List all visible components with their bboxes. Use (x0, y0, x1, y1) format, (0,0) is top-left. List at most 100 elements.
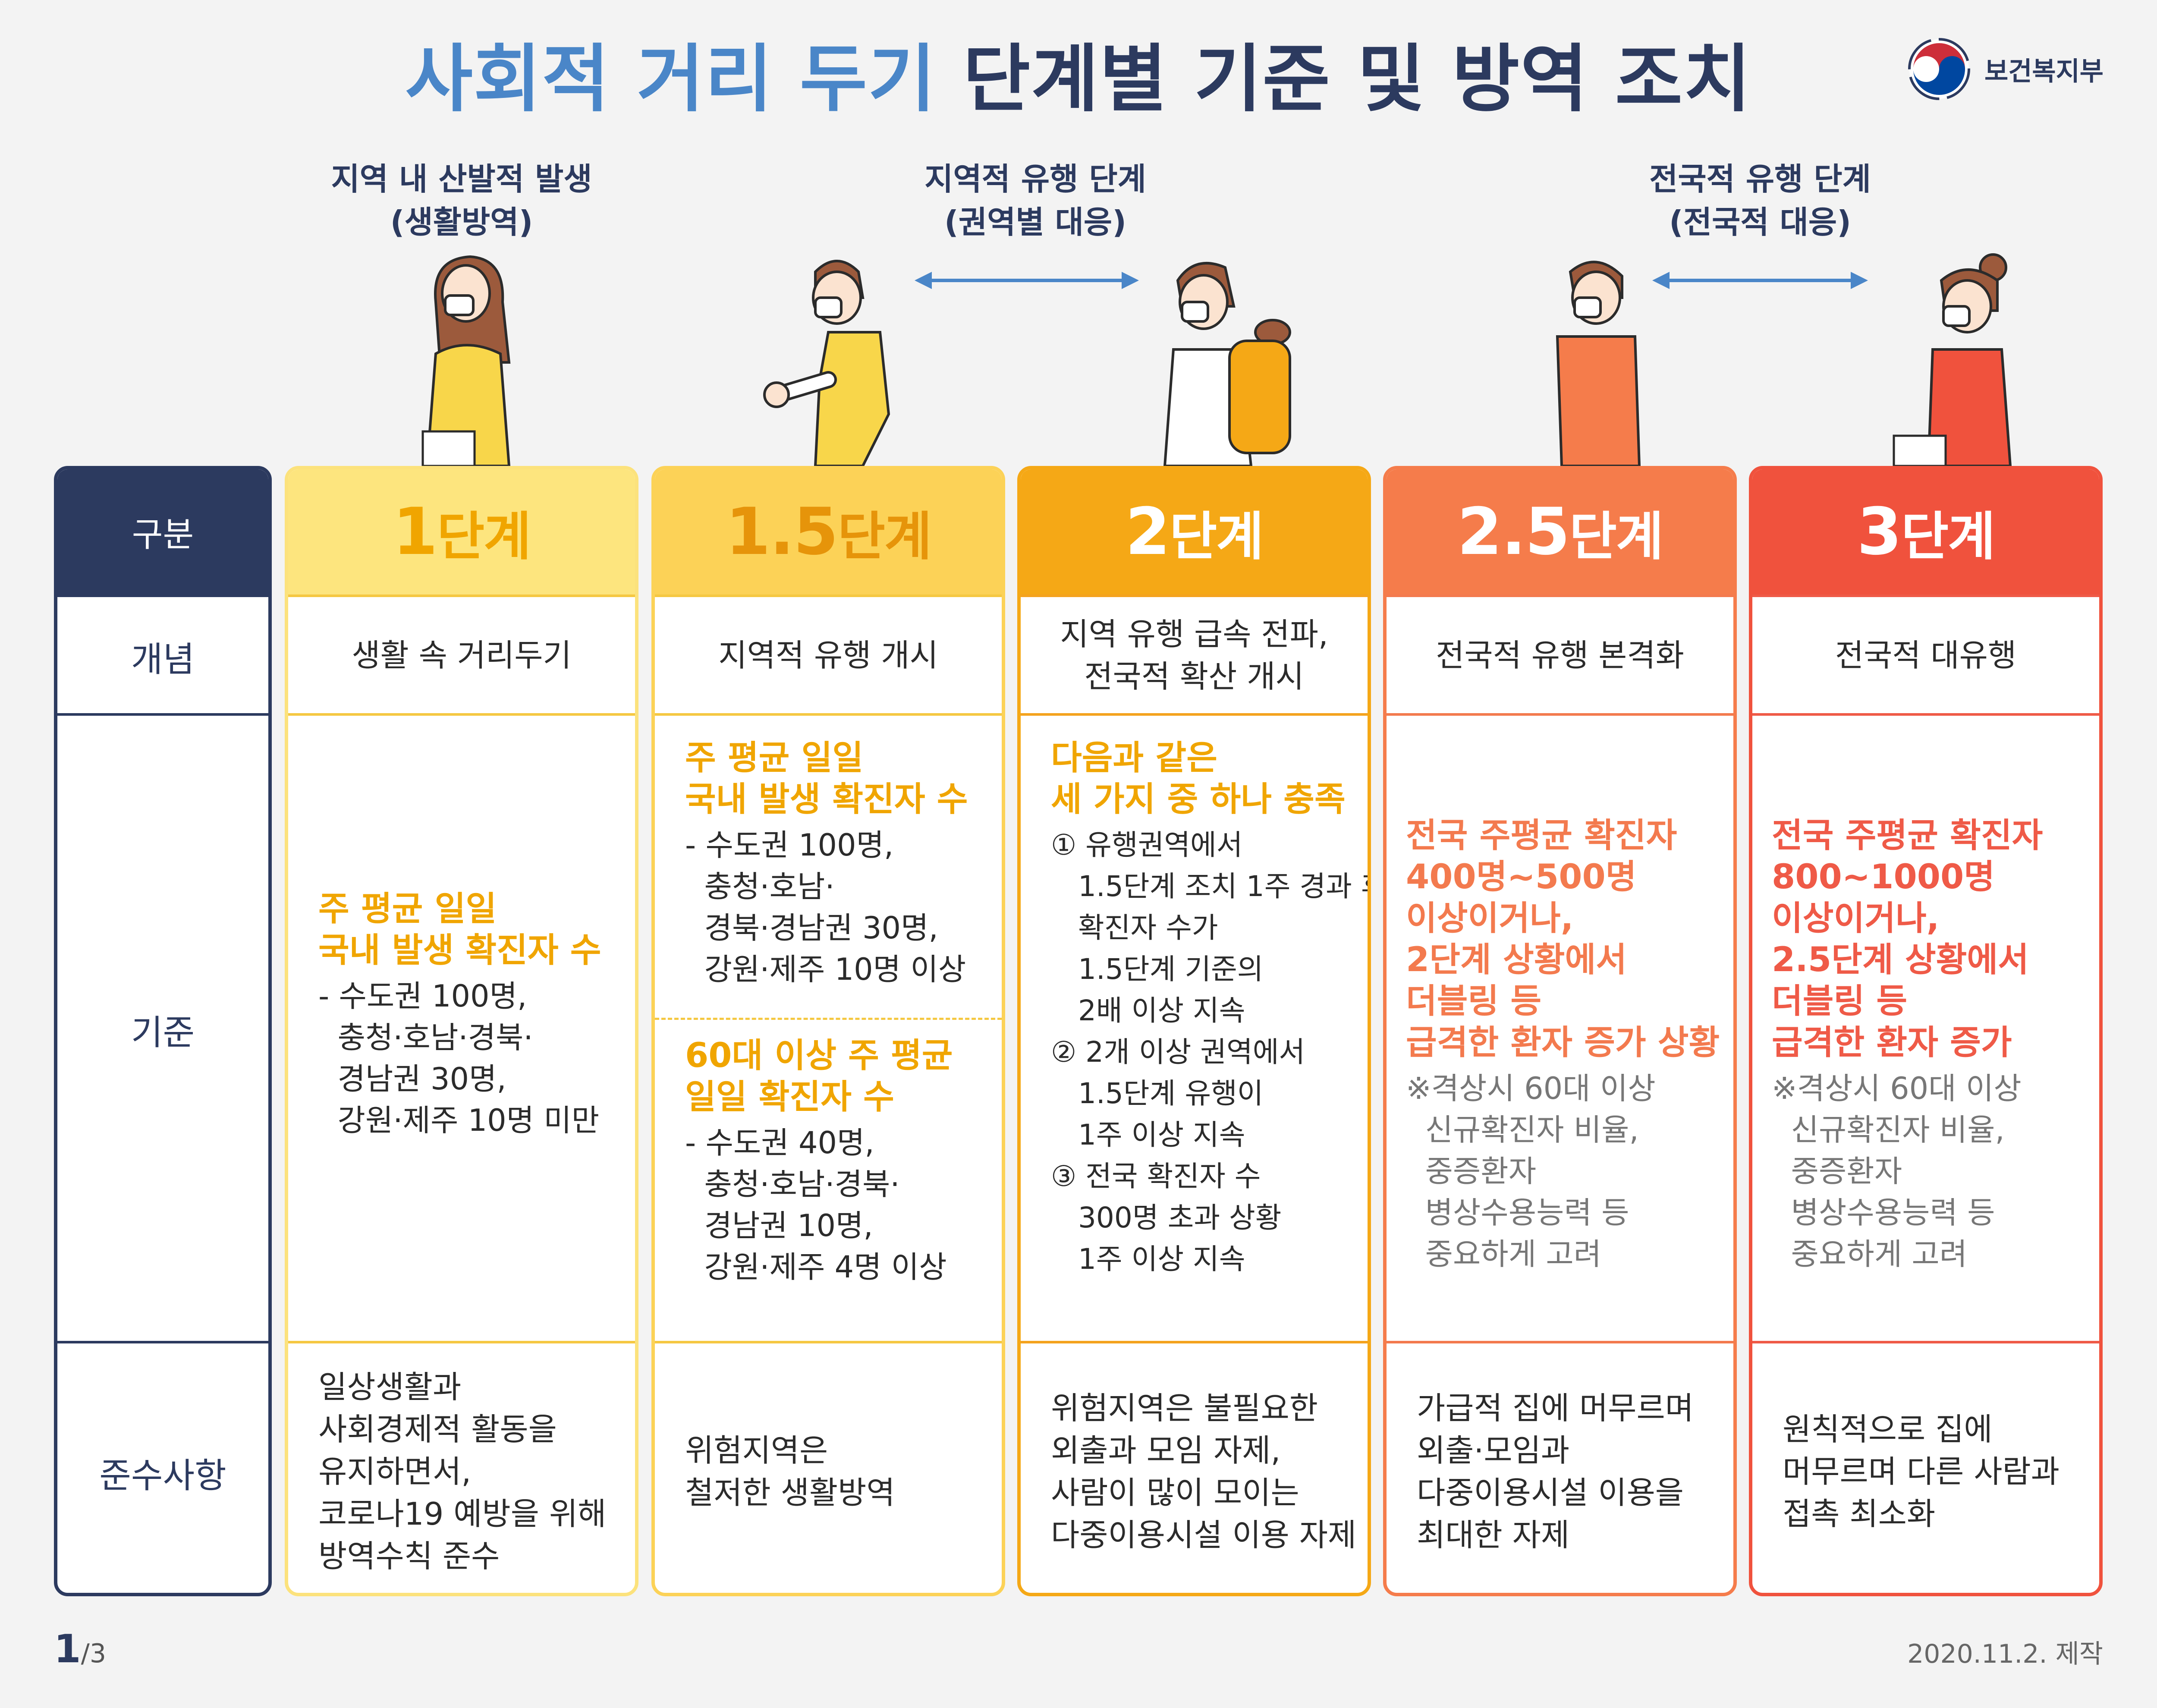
text-line: 위험지역은 불필요한 (1051, 1390, 1318, 1426)
double-arrow-icon (915, 272, 1139, 289)
stage-suffix: 단계 (1569, 507, 1663, 567)
woman-red-top-illustration (1893, 253, 2012, 466)
text-line: ③ 전국 확진자 수 (1051, 1160, 1261, 1193)
text-line: 세 가지 중 하나 충족 (1051, 780, 1346, 819)
text-line: 전국적 대유행 (1835, 637, 2017, 673)
text-line: 400명~500명 (1406, 858, 1637, 896)
text-line: 2배 이상 지속 (1051, 994, 1245, 1027)
text-line: ※격상시 60대 이상 (1772, 1071, 2022, 1106)
stage-criteria: 주 평균 일일 국내 발생 확진자 수- 수도권 100명, 충청·호남·경북· … (288, 713, 635, 1341)
text-line: 사람이 많이 모이는 (1051, 1475, 1299, 1511)
text-line: 1.5단계 기준의 (1051, 953, 1264, 986)
text-line: 병상수용능력 등 (1406, 1195, 1629, 1230)
criteria-block: 주 평균 일일 국내 발생 확진자 수- 수도권 100명, 충청·호남·경북· … (318, 888, 626, 1141)
text-line: 강원·제주 4명 이상 (685, 1249, 947, 1285)
text-line: 원칙적으로 집에 (1783, 1411, 1993, 1447)
phase-label-3: 전국적 유행 단계 (전국적 대응) (1649, 161, 1871, 240)
stage-concept: 생활 속 거리두기 (288, 594, 635, 713)
text-line: 주 평균 일일 (685, 739, 864, 777)
stage-criteria: 전국 주평균 확진자 800~1000명 이상이거나, 2.5단계 상황에서 더블링 등… (1752, 713, 2099, 1341)
stage-rules: 일상생활과 사회경제적 활동을 유지하면서, 코로나19 예방을 위해 방역수칙 준수 (288, 1341, 635, 1593)
text-line: 이상이거나, (1406, 899, 1574, 938)
text-line: 다중이용시설 이용을 (1417, 1475, 1684, 1511)
text-line: 신규확진자 비율, (1406, 1112, 1639, 1148)
stage-number: 1.5 (725, 494, 839, 569)
stage-rules: 위험지역은 철저한 생활방역 (655, 1341, 1002, 1593)
text-line: 신규확진자 비율, (1772, 1112, 2005, 1148)
criteria-block: 전국 주평균 확진자 400명~500명 이상이거나, 2단계 상황에서 더블링 등 급격… (1406, 815, 1725, 1275)
text-line: 다음과 같은 (1051, 739, 1217, 777)
text-line: 강원·제주 10명 미만 (318, 1103, 600, 1138)
text-line: 전국 주평균 확진자 (1406, 816, 1677, 855)
stage-header: 2.5 단계 (1387, 469, 1733, 594)
label-criteria: 기준 (57, 713, 268, 1343)
text-line: 급격한 환자 증가 (1772, 1023, 2012, 1062)
text-line: 지역적 유행 개시 (718, 637, 938, 673)
label-concept: 개념 (57, 594, 268, 716)
stage-concept: 전국적 유행 본격화 (1387, 594, 1733, 713)
text-line: 국내 발생 확진자 수 (318, 931, 601, 970)
text-line: 2단계 상황에서 (1406, 941, 1627, 979)
taegeuk-icon (1908, 38, 1970, 100)
stage-header: 2 단계 (1021, 469, 1368, 594)
stage-suffix: 단계 (1901, 507, 1996, 567)
text-line: 전국적 확산 개시 (1084, 658, 1304, 695)
stage-number: 2 (1125, 494, 1170, 569)
text-line: ② 2개 이상 권역에서 (1051, 1035, 1305, 1069)
page-title: 사회적 거리 두기 단계별 기준 및 방역 조치 (0, 19, 2157, 126)
text-line: 300명 초과 상황 (1051, 1201, 1282, 1234)
ministry-logo: 보건복지부 (1907, 37, 2104, 101)
text-line: 유지하면서, (318, 1453, 472, 1490)
stage-suffix: 단계 (437, 507, 531, 567)
criteria-block: 다음과 같은 세 가지 중 하나 충족 ① 유행권역에서 1.5단계 조치 1주 경… (1051, 737, 1371, 1280)
header-category: 구분 (57, 469, 268, 594)
text-line: - 수도권 100명, (685, 827, 894, 863)
title-part2: 단계별 기준 및 방역 조치 (962, 37, 1752, 122)
stage-criteria: 주 평균 일일 국내 발생 확진자 수 - 수도권 100명, 충청·호남· 경북… (655, 713, 1002, 1341)
phase-label-1: 지역 내 산발적 발생 (생활방역) (331, 161, 592, 240)
criteria-block: 주 평균 일일 국내 발생 확진자 수 - 수도권 100명, 충청·호남· 경북… (685, 737, 993, 990)
text-line: ① 유행권역에서 (1051, 828, 1243, 862)
double-arrow-icon (1652, 272, 1868, 289)
stage-criteria: 다음과 같은 세 가지 중 하나 충족 ① 유행권역에서 1.5단계 조치 1주 경… (1021, 713, 1368, 1341)
text-line: 최대한 자제 (1417, 1517, 1570, 1553)
stage-concept: 전국적 대유행 (1752, 594, 2099, 713)
text-line: 이상이거나, (1772, 899, 1940, 938)
text-line: 외출·모임과 (1417, 1432, 1570, 1469)
phase-label-2: 지역적 유행 단계 (권역별 대응) (924, 161, 1146, 240)
stage-rules: 원칙적으로 집에 머무르며 다른 사람과 접촉 최소화 (1752, 1341, 2099, 1593)
text-line: 중요하게 고려 (1772, 1236, 1968, 1272)
text-line: 확진자 수가 (1051, 911, 1218, 944)
text-line: 경남권 10명, (685, 1208, 873, 1243)
stage-suffix: 단계 (1169, 507, 1264, 567)
stage-header: 1 단계 (288, 469, 635, 594)
text-line: 지역 유행 급속 전파, (1060, 616, 1328, 652)
stage-header: 3 단계 (1752, 469, 2099, 594)
stage-column-1: 1 단계 생활 속 거리두기 주 평균 일일 국내 발생 확진자 수 - 수도권 100명… (285, 466, 638, 1596)
text-line: 1.5단계 조치 1주 경과 후, (1051, 870, 1371, 903)
criteria-divider (655, 1018, 1002, 1020)
text-line: 코로나19 예방을 위해 (318, 1496, 607, 1532)
text-line: 60대 이상 주 평균 (685, 1036, 953, 1075)
text-line: 가급적 집에 머무르며 (1417, 1390, 1694, 1426)
text-line: 철저한 생활방역 (685, 1475, 895, 1511)
text-line: 머무르며 다른 사람과 (1783, 1453, 2060, 1490)
stage-number: 1 (393, 494, 437, 569)
label-rules: 준수사항 (57, 1341, 268, 1593)
text-line: 전국적 유행 본격화 (1436, 637, 1684, 673)
stage-concept: 지역적 유행 개시 (655, 594, 1002, 713)
stage-header: 1.5 단계 (655, 469, 1002, 594)
text-line: 충청·호남·경북· (685, 1167, 900, 1202)
logo-text: 보건복지부 (1984, 56, 2104, 87)
production-date: 2020.11.2. 제작 (1907, 1639, 2103, 1669)
student-backpack-illustration (1163, 262, 1291, 466)
text-line: 사회경제적 활동을 (318, 1411, 557, 1447)
man-walking-illustration (763, 260, 890, 466)
text-line: 1주 이상 지속 (1051, 1242, 1245, 1276)
text-line: 충청·호남·경북· (318, 1020, 533, 1055)
text-line: 방역수칙 준수 (318, 1538, 500, 1574)
